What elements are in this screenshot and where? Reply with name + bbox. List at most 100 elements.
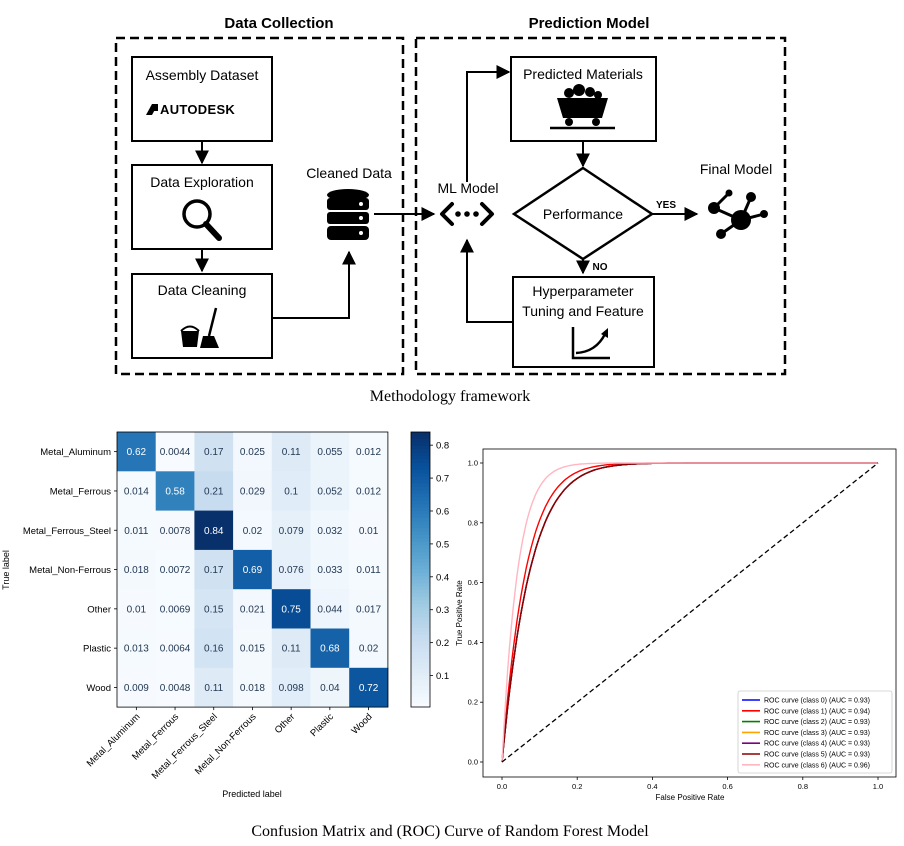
- cm-cell-value: 0.011: [124, 526, 149, 537]
- cm-cell: [271, 628, 311, 669]
- colorbar-segment: [411, 614, 430, 619]
- cm-xtick-label: Metal_Aluminum: [85, 711, 143, 769]
- search-icon: [182, 199, 222, 241]
- arrow-ml-predicted: [466, 65, 511, 182]
- colorbar-segment: [411, 658, 430, 663]
- colorbar-segment: [411, 648, 430, 653]
- colorbar-segment: [411, 480, 430, 485]
- colorbar-segment: [411, 542, 430, 547]
- cm-cell: [271, 549, 311, 590]
- colorbar-segment: [411, 445, 430, 450]
- colorbar-segment: [411, 483, 430, 488]
- colorbar-segment: [411, 703, 430, 708]
- colorbar-segment: [411, 621, 430, 626]
- cm-cell: [310, 471, 350, 511]
- cm-cell: [349, 667, 389, 708]
- bottom-caption: Confusion Matrix and (ROC) Curve of Rand…: [251, 823, 649, 840]
- cm-cell: [349, 549, 389, 590]
- colorbar-segment: [411, 497, 430, 502]
- cm-cell-value: 0.009: [124, 683, 149, 694]
- cm-cell: [310, 549, 350, 590]
- cm-cell-value: 0.15: [204, 604, 224, 615]
- cm-frame: [116, 431, 389, 708]
- cm-cell-value: 0.58: [165, 486, 185, 497]
- colorbar-segment: [411, 500, 430, 505]
- cm-cell: [233, 510, 273, 551]
- colorbar-tick-label: 0.5: [436, 539, 449, 550]
- colorbar-tick-label: 0.6: [436, 506, 449, 517]
- cm-cell: [233, 549, 273, 590]
- cm-cell-value: 0.011: [356, 565, 381, 576]
- cm-cell: [194, 667, 234, 708]
- cm-cell: [233, 589, 273, 629]
- cm-ytick-label: Metal_Ferrous: [50, 486, 111, 497]
- colorbar-segment: [411, 641, 430, 646]
- colorbar-tick-label: 0.2: [436, 638, 449, 649]
- colorbar-tick-label: 0.3: [436, 605, 449, 616]
- colorbar-segment: [411, 590, 430, 595]
- cm-cell-value: 0.11: [282, 644, 301, 655]
- cm-cell-value: 0.02: [243, 526, 263, 537]
- cm-cell: [117, 432, 157, 472]
- colorbar-segment: [411, 569, 430, 574]
- roc-legend-label: ROC curve (class 3) (AUC = 0.93): [764, 730, 870, 737]
- colorbar-tick-label: 0.8: [436, 441, 449, 452]
- cm-cell-value: 0.025: [240, 447, 265, 458]
- no-label: NO: [593, 262, 608, 273]
- final-model-label: Final Model: [700, 161, 772, 177]
- cm-cell: [194, 471, 234, 511]
- roc-ytick-label: 0.8: [468, 518, 478, 527]
- roc-chart: False Positive Rate True Positive Rate 0…: [455, 448, 897, 802]
- colorbar-segment: [411, 638, 430, 643]
- cm-cell-value: 0.029: [240, 486, 265, 497]
- cm-cell: [349, 589, 389, 629]
- cm-cell-value: 0.75: [281, 604, 301, 615]
- roc-legend-label: ROC curve (class 1) (AUC = 0.94): [764, 708, 870, 715]
- cm-cell-value: 0.044: [317, 604, 342, 615]
- cm-cell-value: 0.0044: [160, 447, 191, 458]
- colorbar-segment: [411, 459, 430, 464]
- network-icon: [440, 202, 494, 226]
- colorbar-segment: [411, 538, 430, 543]
- colorbar-frame: [410, 431, 431, 708]
- cm-cell: [310, 510, 350, 551]
- roc-xtick-label: 0.8: [798, 782, 808, 791]
- cm-cell: [117, 510, 157, 551]
- cm-cell: [155, 589, 195, 629]
- colorbar-segment: [411, 576, 430, 581]
- mine-cart-icon: [550, 84, 615, 130]
- colorbar-segment: [411, 552, 430, 557]
- colorbar-segment: [411, 535, 430, 540]
- colorbar-segment: [411, 493, 430, 498]
- colorbar-segment: [411, 442, 430, 447]
- yes-label: YES: [656, 200, 676, 211]
- cm-cell-value: 0.17: [204, 447, 224, 458]
- cm-cell-value: 0.032: [317, 526, 342, 537]
- cm-cell-value: 0.0072: [160, 565, 191, 576]
- data-collection-title: Data Collection: [224, 15, 333, 32]
- cm-xtick-label: Plastic: [308, 711, 336, 739]
- cm-cell-value: 0.16: [204, 644, 224, 655]
- cm-cell: [233, 667, 273, 708]
- colorbar-segment: [411, 545, 430, 550]
- colorbar-segment: [411, 572, 430, 577]
- colorbar-segment: [411, 449, 430, 454]
- cm-cell: [310, 667, 350, 708]
- roc-ytick-label: 0.4: [468, 638, 478, 647]
- colorbar-segment: [411, 696, 430, 701]
- cm-cell: [271, 667, 311, 708]
- performance-label: Performance: [543, 206, 623, 222]
- cm-cell-value: 0.012: [356, 447, 381, 458]
- colorbar-segment: [411, 438, 430, 443]
- cm-cell: [194, 432, 234, 472]
- cm-cell: [271, 432, 311, 472]
- colorbar: 0.1 0.2 0.3 0.4 0.5 0.6 0.7 0.8: [410, 431, 449, 708]
- roc-frame: [482, 448, 897, 778]
- cm-cell: [271, 589, 311, 629]
- cm-cell-value: 0.0069: [160, 604, 191, 615]
- cm-cell-value: 0.014: [124, 486, 149, 497]
- cm-cell-value: 0.84: [204, 526, 224, 537]
- cm-cell: [155, 549, 195, 590]
- cm-cell: [349, 432, 389, 472]
- colorbar-segment: [411, 473, 430, 478]
